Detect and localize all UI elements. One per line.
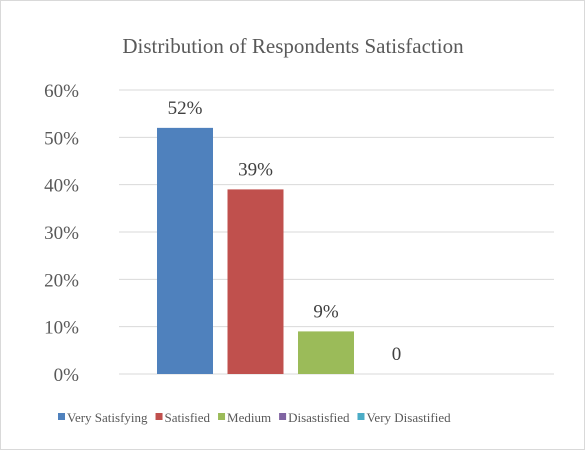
legend-swatch — [58, 413, 65, 420]
legend-label: Very Satisfying — [67, 410, 148, 425]
bar-very-satisfying — [157, 127, 213, 374]
y-tick-label: 60% — [44, 81, 79, 102]
legend-swatch — [218, 413, 226, 420]
chart-title: Distribution of Respondents Satisfaction — [122, 34, 464, 58]
data-labels: 52% 39% 9% 0 — [168, 98, 402, 365]
data-label: 9% — [313, 301, 339, 322]
y-tick-label: 10% — [44, 318, 79, 339]
legend-item: Medium — [218, 410, 271, 425]
y-tick-label: 50% — [44, 128, 79, 149]
legend-swatch — [279, 413, 287, 420]
bar-satisfied — [227, 189, 284, 374]
legend-item: Satisfied — [155, 410, 211, 425]
legend-label: Satisfied — [165, 410, 211, 425]
y-tick-label: 20% — [44, 270, 79, 291]
legend-item: Disastisfied — [279, 410, 350, 425]
data-label: 52% — [168, 98, 203, 119]
data-label: 0 — [392, 344, 402, 365]
bar-medium — [298, 331, 354, 374]
y-tick-label: 40% — [44, 176, 79, 197]
legend-label: Disastisfied — [288, 410, 350, 425]
data-label: 39% — [238, 159, 273, 180]
legend: Very Satisfying Satisfied Medium Disastisfi… — [58, 410, 451, 425]
legend-label: Very Disastified — [366, 410, 451, 425]
y-axis-ticks: 0% 10% 20% 30% 40% 50% 60% — [44, 81, 79, 386]
y-tick-label: 30% — [44, 223, 79, 244]
legend-label: Medium — [227, 410, 271, 425]
legend-swatch — [155, 413, 163, 420]
bars — [157, 127, 354, 374]
legend-swatch — [357, 413, 365, 420]
legend-item: Very Satisfying — [58, 410, 148, 425]
y-tick-label: 0% — [54, 365, 80, 386]
legend-item: Very Disastified — [357, 410, 451, 425]
